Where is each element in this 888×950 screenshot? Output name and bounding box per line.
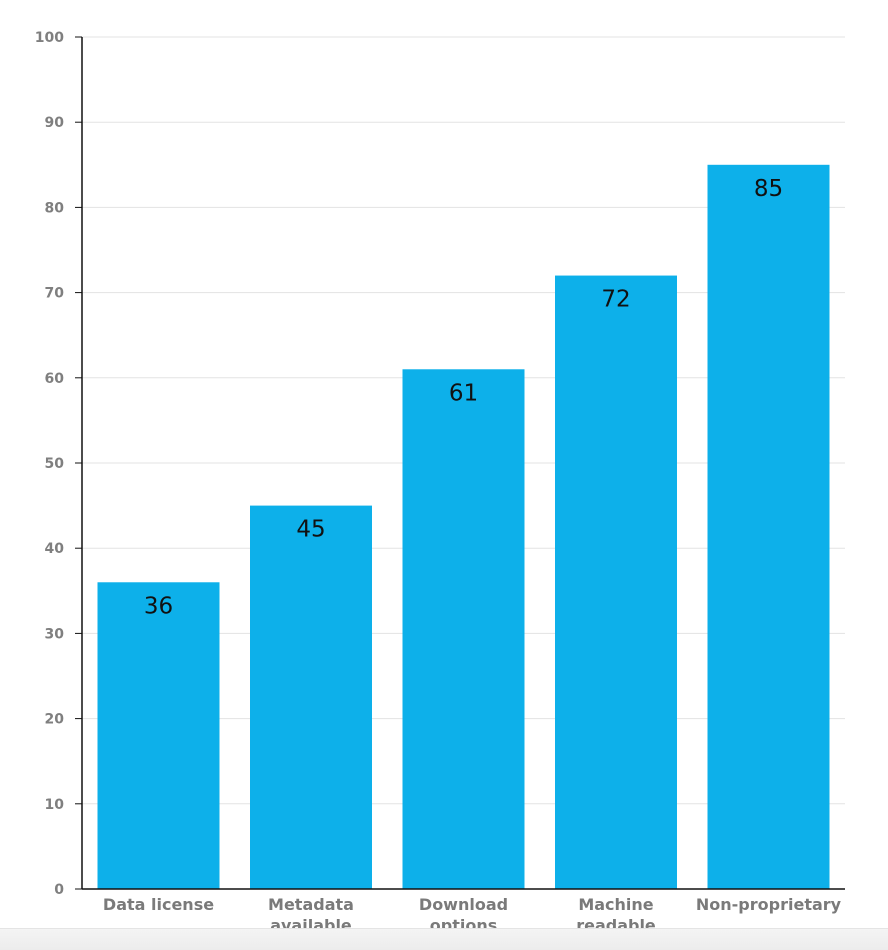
bar [707,164,830,890]
y-tick-label: 50 [45,456,65,472]
y-tick-label: 10 [45,797,65,813]
x-tick-label: Data license [103,895,214,914]
y-tick-label: 80 [45,200,65,216]
y-tick-label: 40 [45,541,65,557]
axes [75,36,845,890]
data-labels: 36 45 61 72 85 [144,176,783,619]
bar [250,505,372,889]
y-tick-label: 20 [45,712,65,728]
bar-value-label: 36 [144,593,173,619]
x-tick-label: Non-proprietary [696,895,842,914]
y-tick-label: 0 [54,882,64,898]
bar [97,582,220,889]
y-tick-label: 100 [35,30,64,46]
bar [402,369,525,889]
y-tick-label: 60 [45,371,65,387]
bar-value-label: 72 [601,287,630,313]
bar-value-label: 45 [296,517,325,543]
y-tick-label: 90 [45,115,65,131]
bar-value-label: 85 [754,176,783,202]
bar [555,275,677,889]
bottom-fade-bar [0,928,888,950]
y-tick-label: 70 [45,286,65,302]
y-tick-labels: 0 10 20 30 40 50 60 70 80 90 100 [35,30,64,898]
y-tick-label: 30 [45,626,65,642]
bar-value-label: 61 [449,380,478,406]
bars [97,164,830,890]
